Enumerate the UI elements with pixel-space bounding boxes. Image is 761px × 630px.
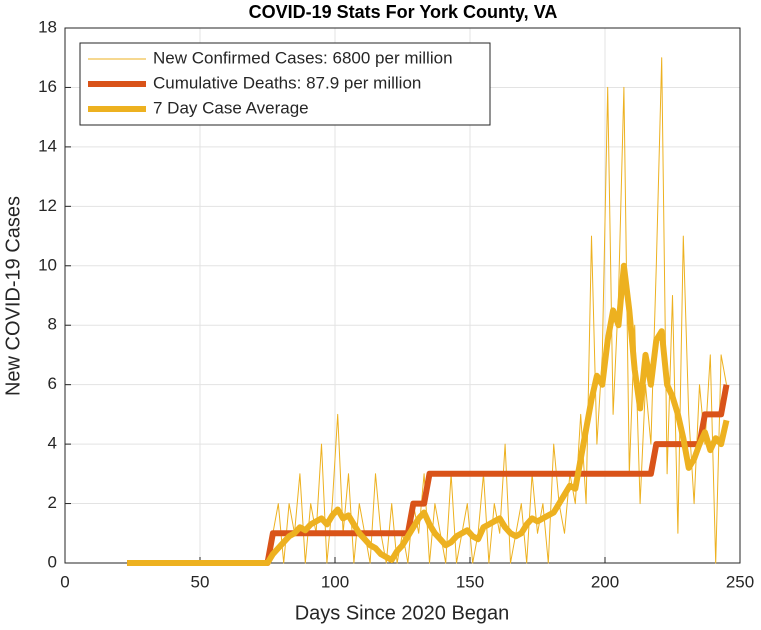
axes-box <box>64 27 741 564</box>
y-tick-label: 0 <box>48 552 57 571</box>
legend-label: Cumulative Deaths: 87.9 per million <box>153 73 421 92</box>
x-tick-label: 250 <box>726 572 754 591</box>
y-axis-label: New COVID-19 Cases <box>2 196 24 396</box>
legend-box <box>79 42 491 126</box>
y-tick-label: 16 <box>38 77 57 96</box>
x-tick-label: 0 <box>60 572 69 591</box>
x-tick-label: 150 <box>456 572 484 591</box>
series-line <box>127 262 730 566</box>
legend-label: New Confirmed Cases: 6800 per million <box>153 48 453 67</box>
y-tick-label: 10 <box>38 255 57 274</box>
y-tick-label: 6 <box>48 374 57 393</box>
x-tick-label: 100 <box>321 572 349 591</box>
legend-label: 7 Day Case Average <box>153 98 309 117</box>
x-axis-label: Days Since 2020 Began <box>295 602 510 624</box>
y-tick-label: 2 <box>48 493 57 512</box>
y-tick-label: 14 <box>38 136 57 155</box>
y-tick-label: 18 <box>38 17 57 36</box>
x-tick-label: 200 <box>591 572 619 591</box>
y-tick-label: 8 <box>48 315 57 334</box>
chart-title: COVID-19 Stats For York County, VA <box>249 2 558 22</box>
x-tick-label: 50 <box>191 572 210 591</box>
y-tick-label: 4 <box>48 434 57 453</box>
y-tick-label: 12 <box>38 196 57 215</box>
